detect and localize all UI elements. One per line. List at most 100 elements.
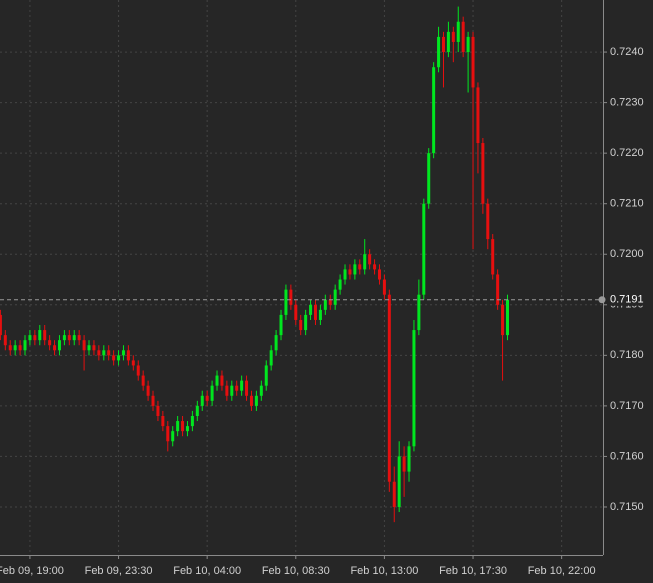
candle-body (505, 299, 509, 336)
candle-body (210, 385, 214, 401)
last-price-label: 0.7191 (610, 294, 644, 306)
candle-body (368, 254, 372, 265)
candle-body (456, 21, 460, 42)
candle-body (112, 355, 116, 361)
x-tick-label: Feb 10, 17:30 (439, 565, 507, 577)
y-tick-label: 0.7210 (610, 198, 644, 210)
candle-body (446, 31, 450, 53)
candle-body (185, 426, 189, 432)
candle-body (151, 395, 155, 406)
candle-body (62, 335, 66, 341)
candle-body (313, 304, 317, 320)
candle-body (225, 385, 229, 396)
candle-body (501, 304, 505, 336)
x-tick-label: Feb 10, 22:00 (528, 565, 596, 577)
candle-body (269, 350, 273, 366)
candle-body (304, 314, 308, 331)
candle-body (432, 67, 436, 154)
candle-body (38, 330, 42, 341)
candle-body (299, 319, 303, 331)
candle-body (171, 431, 175, 442)
candle-body (254, 395, 258, 406)
candle-body (220, 375, 224, 386)
candle-body (87, 345, 91, 351)
candle-body (466, 36, 470, 53)
candle-body (0, 314, 2, 336)
last-price-dot (598, 296, 606, 304)
candle-body (156, 405, 160, 416)
candle-body (77, 335, 81, 341)
candle-body (97, 350, 101, 356)
candle-body (279, 314, 283, 336)
candle-body (200, 395, 204, 406)
candle-body (486, 203, 490, 240)
x-tick-label: Feb 10, 04:00 (173, 565, 241, 577)
candle-body (245, 380, 249, 396)
candle-body (240, 380, 244, 391)
candle-body (230, 385, 234, 396)
candle-body (107, 350, 111, 356)
x-tick-label: Feb 10, 13:00 (350, 565, 418, 577)
candle-body (437, 36, 441, 68)
candle-body (289, 289, 293, 305)
candle-body (427, 153, 431, 204)
candle-body (402, 456, 406, 472)
candle-body (215, 375, 219, 386)
candle-body (23, 340, 27, 351)
candle-body (48, 340, 52, 346)
candle-body (373, 264, 377, 270)
candle-body (441, 36, 445, 53)
candle-body (284, 289, 288, 315)
candle-body (392, 481, 396, 507)
candle-body (33, 335, 37, 341)
candle-body (67, 335, 71, 341)
candle-body (13, 345, 17, 351)
candle-body (417, 294, 421, 331)
candle-body (72, 335, 76, 341)
candle-body (412, 330, 416, 447)
y-tick-label: 0.7150 (610, 501, 644, 513)
candle-body (264, 365, 268, 386)
y-tick-label: 0.7240 (610, 46, 644, 58)
candle-body (57, 340, 61, 351)
x-tick-label: Feb 09, 19:00 (0, 565, 64, 577)
candle-body (397, 456, 401, 507)
candle-body (18, 345, 22, 351)
candle-body (43, 330, 47, 341)
candle-body (166, 426, 170, 442)
candle-body (146, 385, 150, 396)
candle-body (343, 269, 347, 280)
last-price-label-bg (607, 292, 649, 306)
candle-body (92, 345, 96, 351)
candle-body (363, 254, 367, 270)
candle-body (333, 289, 337, 305)
candle-body (195, 405, 199, 416)
candle-body (190, 415, 194, 427)
candle-body (102, 350, 106, 356)
candle-body (181, 421, 185, 432)
candle-body (141, 375, 145, 386)
candle-body (249, 395, 253, 406)
candle-body (422, 203, 426, 295)
y-tick-label: 0.7230 (610, 97, 644, 109)
candle-body (28, 335, 32, 341)
candle-body (235, 385, 239, 391)
candle-body (387, 294, 391, 482)
candle-body (53, 345, 57, 351)
candle-body (161, 415, 165, 427)
y-tick-label: 0.7180 (610, 349, 644, 361)
x-tick-label: Feb 10, 08:30 (262, 565, 330, 577)
candle-body (3, 335, 7, 346)
candle-body (8, 345, 12, 351)
candle-body (496, 274, 500, 305)
candle-body (259, 385, 263, 396)
candle-body (348, 269, 352, 275)
candle-body (328, 299, 332, 305)
candle-body (353, 264, 357, 275)
x-tick-label: Feb 09, 23:30 (85, 565, 153, 577)
candle-body (382, 279, 386, 295)
candle-body (358, 264, 362, 270)
y-tick-label: 0.7160 (610, 450, 644, 462)
